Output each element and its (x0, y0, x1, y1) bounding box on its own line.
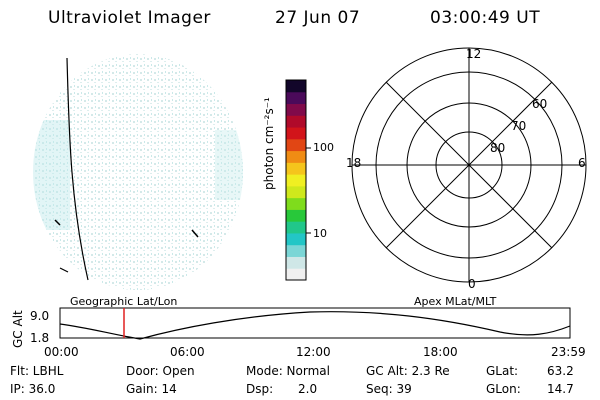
glon-value: 14.7 (547, 382, 574, 396)
colorbar-band (286, 138, 306, 152)
dsp-label: Dsp: (246, 382, 274, 396)
colorbar-band (286, 80, 306, 93)
alt-tick-high: 9.0 (30, 309, 50, 323)
lat-label-60: 60 (532, 97, 548, 111)
colorbar-band (286, 244, 306, 257)
colorbar-band (286, 232, 306, 246)
gain-info: Gain: 14 (126, 382, 177, 396)
uvi-earth-image (33, 54, 243, 290)
colorbar-band (286, 115, 306, 128)
alt-tick-low: 1.8 (30, 331, 50, 345)
glon-label: GLon: (486, 382, 521, 396)
filter-info: Flt: LBHL (10, 364, 64, 378)
colorbar-label-10: 10 (313, 227, 327, 240)
lat-label-80: 80 (490, 141, 506, 155)
glat-label: GLat: (486, 364, 519, 378)
mlt-label-12: 12 (466, 47, 482, 61)
time-tick-2: 12:00 (296, 345, 331, 359)
instrument-title: Ultraviolet Imager (48, 8, 211, 28)
door-info: Door: Open (126, 364, 195, 378)
colorbar-band (286, 256, 306, 269)
colorbar-label-100: 100 (313, 141, 334, 154)
time-label: 03:00:49 UT (430, 8, 541, 28)
ip-info: IP: 36.0 (10, 382, 56, 396)
colorbar-band (286, 91, 306, 105)
geographic-label: Geographic Lat/Lon (70, 295, 178, 308)
colorbar-band (286, 185, 306, 199)
colorbar (285, 79, 311, 281)
date-label: 27 Jun 07 (275, 8, 361, 28)
polar-plot (351, 47, 587, 283)
colorbar-band (286, 127, 306, 140)
lat-label-70: 70 (511, 119, 527, 133)
gc-alt-info: GC Alt: 2.3 Re (366, 364, 450, 378)
time-tick-0: 00:00 (44, 345, 79, 359)
glat-value: 63.2 (547, 364, 574, 378)
mlt-label-6: 6 (578, 156, 586, 170)
time-tick-1: 06:00 (170, 345, 205, 359)
seq-info: Seq: 39 (366, 382, 412, 396)
altitude-plot (59, 307, 571, 340)
time-tick-3: 18:00 (423, 345, 458, 359)
colorbar-band (286, 209, 306, 222)
mlt-label-18: 18 (346, 156, 362, 170)
colorbar-band (286, 197, 306, 210)
colorbar-unit-label: photon cm⁻²s⁻¹ (262, 97, 276, 190)
colorbar-band (286, 268, 306, 281)
mode-info: Mode: Normal (246, 364, 330, 378)
altitude-curve (59, 311, 571, 340)
colorbar-band (286, 103, 306, 116)
colorbar-band (286, 174, 306, 187)
colorbar-band (286, 162, 306, 175)
colorbar-band (286, 150, 306, 163)
terminator-line (66, 57, 89, 281)
alt-axis-title: GC Alt (11, 310, 25, 348)
time-tick-4: 23:59 (551, 345, 586, 359)
mlt-label-0: 0 (468, 277, 476, 291)
apex-label: Apex MLat/MLT (414, 295, 497, 308)
colorbar-band (286, 221, 306, 234)
dsp-value: 2.0 (298, 382, 318, 396)
